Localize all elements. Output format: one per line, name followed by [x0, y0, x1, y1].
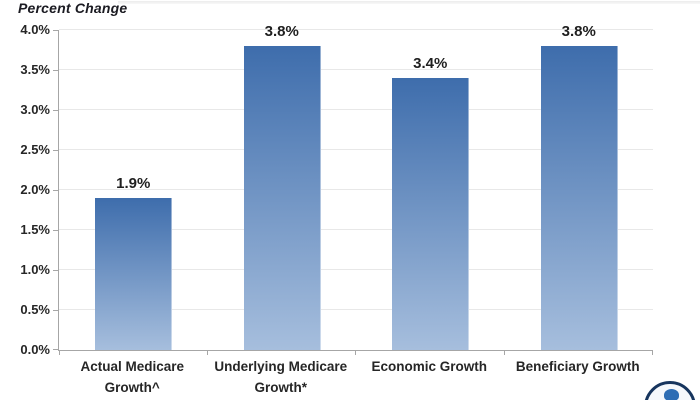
y-axis-tick: [53, 70, 59, 71]
bar-value-label: 1.9%: [116, 175, 151, 192]
y-axis-tick-label: 0.5%: [20, 302, 50, 317]
y-gridline: [59, 149, 653, 150]
y-axis-tick-label: 2.5%: [20, 142, 50, 157]
plot-area: 1.9% 3.8% 3.4% 3.8%: [53, 23, 653, 355]
y-axis-labels: 0.0% 0.5% 1.0% 1.5% 2.0% 2.5% 3.0% 3.5% 4.0%: [0, 23, 52, 357]
x-axis-tick: [503, 350, 505, 355]
y-axis-tick: [53, 150, 59, 151]
bar-2: [243, 46, 321, 350]
y-gridline: [59, 269, 653, 270]
y-axis-tick: [53, 270, 59, 271]
category-label: Economic Growth: [371, 359, 487, 374]
x-axis-tick: [59, 350, 60, 355]
y-gridline: [59, 189, 653, 190]
bar-3: [392, 78, 470, 350]
bar-value-label: 3.4%: [413, 55, 448, 72]
bar-4: [540, 46, 618, 350]
y-axis-tick: [53, 190, 59, 191]
y-axis-tick: [53, 310, 59, 311]
y-axis-tick: [53, 230, 59, 231]
x-axis-category-labels: Actual Medicare Growth^ Underlying Medica…: [58, 356, 652, 398]
y-axis-tick-label: 4.0%: [20, 22, 50, 37]
logo-inner-emblem: [664, 389, 679, 400]
bar-value-label: 3.8%: [561, 23, 596, 40]
x-axis-tick: [355, 350, 356, 355]
y-axis-tick-label: 2.0%: [20, 182, 50, 197]
y-gridline: [59, 29, 653, 30]
y-axis-tick: [53, 110, 59, 111]
y-gridline: [59, 69, 653, 70]
y-axis-tick-label: 0.0%: [20, 342, 50, 357]
y-gridline: [59, 109, 653, 110]
x-axis-tick: [206, 350, 208, 355]
category-label: Underlying Medicare Growth*: [214, 359, 348, 395]
y-axis-tick: [53, 349, 59, 350]
y-axis-tick-label: 1.5%: [20, 222, 50, 237]
category-label: Actual Medicare Growth^: [80, 359, 185, 395]
bar-value-label: 3.8%: [264, 23, 299, 40]
category-label: Beneficiary Growth: [515, 359, 640, 374]
top-separator-line: [118, 1, 700, 4]
y-axis-tick-label: 1.0%: [20, 262, 50, 277]
x-axis-tick: [652, 350, 653, 355]
chart-title: Percent Change: [18, 0, 128, 16]
y-axis-tick: [53, 30, 59, 31]
y-axis-tick-label: 3.5%: [20, 62, 50, 77]
y-gridline: [59, 229, 653, 230]
y-axis-tick-label: 3.0%: [20, 102, 50, 117]
bar-1: [95, 198, 173, 350]
y-gridline: [59, 309, 653, 310]
